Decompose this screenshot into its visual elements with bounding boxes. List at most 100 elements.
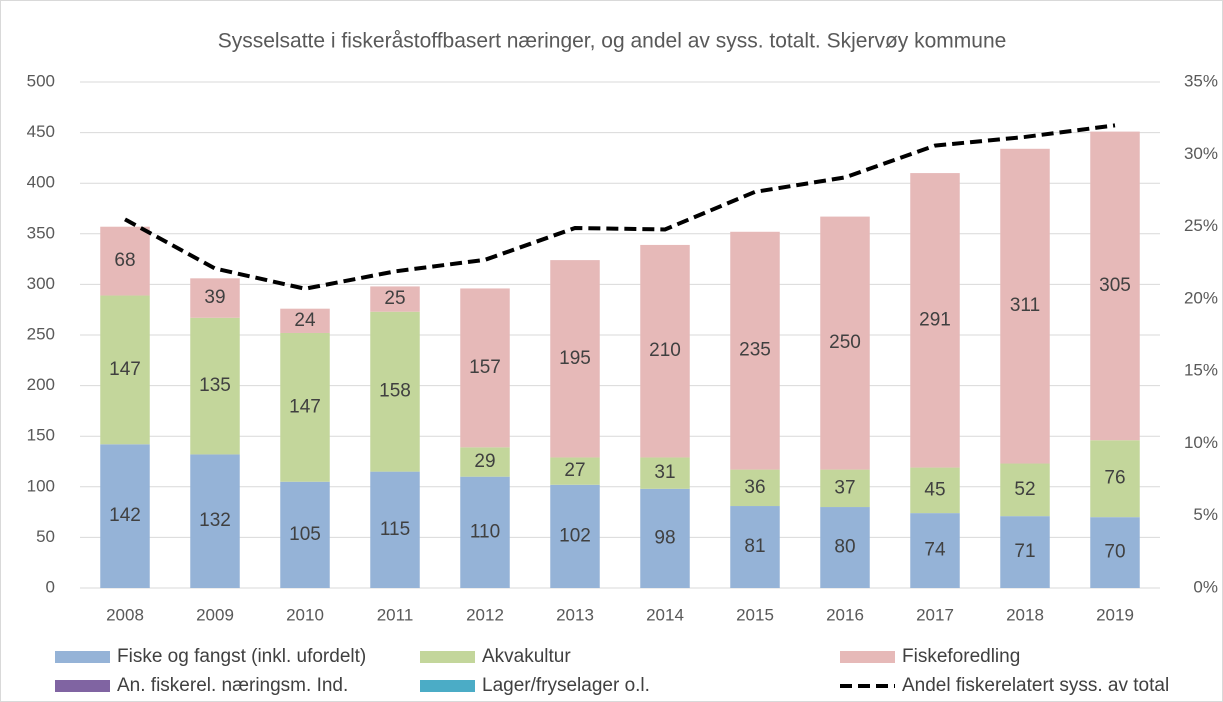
y-tick-label: 500: [27, 71, 55, 90]
bar-segment: [1090, 131, 1140, 441]
y-tick-label: 200: [27, 375, 55, 394]
data-label: 110: [470, 521, 500, 542]
y2-tick-label: 10%: [1184, 433, 1218, 452]
legend-label: Andel fiskerelatert syss. av total: [902, 675, 1169, 696]
y-tick-label: 50: [36, 527, 55, 546]
y-tick-label: 0: [46, 577, 55, 596]
bar-segment: [1000, 516, 1050, 588]
legend-swatch: [55, 680, 110, 692]
y-tick-label: 450: [27, 122, 55, 141]
x-tick-label: 2008: [106, 605, 144, 624]
bar-segment: [550, 260, 600, 458]
bar-segment: [370, 471, 420, 588]
data-label: 29: [474, 451, 495, 472]
data-label: 132: [199, 510, 231, 531]
bar-segment: [190, 454, 240, 588]
bar-segment: [550, 484, 600, 588]
bar-segment: [280, 481, 330, 588]
data-label: 68: [114, 250, 135, 271]
bar-segment: [820, 469, 870, 508]
data-label: 115: [380, 519, 410, 540]
x-tick-label: 2014: [646, 605, 684, 624]
bar-segment: [640, 457, 690, 489]
y2-tick-label: 20%: [1184, 288, 1218, 307]
x-tick-label: 2015: [736, 605, 774, 624]
bar-segment: [820, 507, 870, 588]
data-label: 147: [109, 359, 141, 380]
data-label: 24: [294, 310, 316, 331]
bar-segment: [280, 332, 330, 482]
data-label: 81: [744, 536, 765, 557]
data-label: 98: [654, 527, 675, 548]
data-label: 195: [559, 348, 591, 369]
bar-segment: [640, 244, 690, 458]
x-tick-label: 2019: [1096, 605, 1134, 624]
x-tick-label: 2013: [556, 605, 594, 624]
data-label: 147: [289, 396, 321, 417]
bar-segment: [1090, 440, 1140, 518]
x-tick-label: 2017: [916, 605, 954, 624]
y2-tick-label: 5%: [1193, 505, 1218, 524]
bar-segment: [1000, 463, 1050, 517]
bar-segment: [100, 226, 150, 296]
legend-swatch: [840, 651, 895, 663]
y2-tick-label: 35%: [1184, 71, 1218, 90]
y-tick-label: 350: [27, 223, 55, 242]
y-tick-label: 100: [27, 476, 55, 495]
data-label: 291: [919, 309, 951, 330]
y2-tick-label: 0%: [1193, 577, 1218, 596]
legend-label: An. fiskerel. næringsm. Ind.: [117, 675, 348, 696]
x-tick-label: 2009: [196, 605, 234, 624]
bar-segment: [100, 444, 150, 588]
y-tick-label: 400: [27, 173, 55, 192]
data-label: 76: [1104, 468, 1125, 489]
y2-tick-label: 30%: [1184, 144, 1218, 163]
legend-label: Fiske og fangst (inkl. ufordelt): [117, 646, 366, 667]
bar-segment: [820, 216, 870, 470]
x-tick-label: 2016: [826, 605, 864, 624]
data-label: 80: [834, 537, 855, 558]
legend-swatch: [55, 651, 110, 663]
bar-segment: [460, 288, 510, 448]
bar-segment: [910, 467, 960, 514]
data-label: 31: [654, 462, 675, 483]
bar-segment: [280, 308, 330, 333]
data-label: 311: [1010, 295, 1040, 316]
bar-segment: [370, 311, 420, 472]
data-label: 250: [829, 332, 861, 353]
data-label: 52: [1014, 479, 1035, 500]
data-label: 102: [559, 525, 591, 546]
data-label: 235: [739, 340, 771, 361]
y2-tick-label: 25%: [1184, 216, 1218, 235]
x-tick-label: 2010: [286, 605, 324, 624]
data-label: 27: [564, 460, 585, 481]
legend-label: Fiskeforedling: [902, 646, 1020, 667]
data-label: 45: [924, 479, 945, 500]
data-label: 158: [379, 381, 411, 402]
bar-segment: [370, 286, 420, 312]
legend-swatch: [420, 651, 475, 663]
data-label: 210: [649, 340, 681, 361]
bar-segment: [640, 488, 690, 588]
legend-swatch: [420, 680, 475, 692]
data-label: 70: [1104, 542, 1125, 563]
x-tick-label: 2018: [1006, 605, 1044, 624]
bar-segment: [730, 231, 780, 470]
data-label: 25: [384, 288, 405, 309]
bar-segment: [460, 447, 510, 477]
y-tick-label: 150: [27, 426, 55, 445]
y2-tick-label: 15%: [1184, 361, 1218, 380]
chart-title: Sysselsatte i fiskeråstoffbasert næringe…: [218, 30, 1007, 53]
data-label: 142: [109, 505, 141, 526]
legend-label: Akvakultur: [482, 646, 571, 667]
bar-segment: [190, 278, 240, 318]
bar-segment: [1090, 517, 1140, 588]
bar-segment: [730, 469, 780, 507]
bar-segment: [730, 506, 780, 588]
bar-segment: [190, 317, 240, 455]
bar-segment: [100, 295, 150, 445]
data-label: 105: [289, 524, 321, 545]
data-label: 74: [924, 540, 946, 561]
data-label: 157: [469, 357, 501, 378]
